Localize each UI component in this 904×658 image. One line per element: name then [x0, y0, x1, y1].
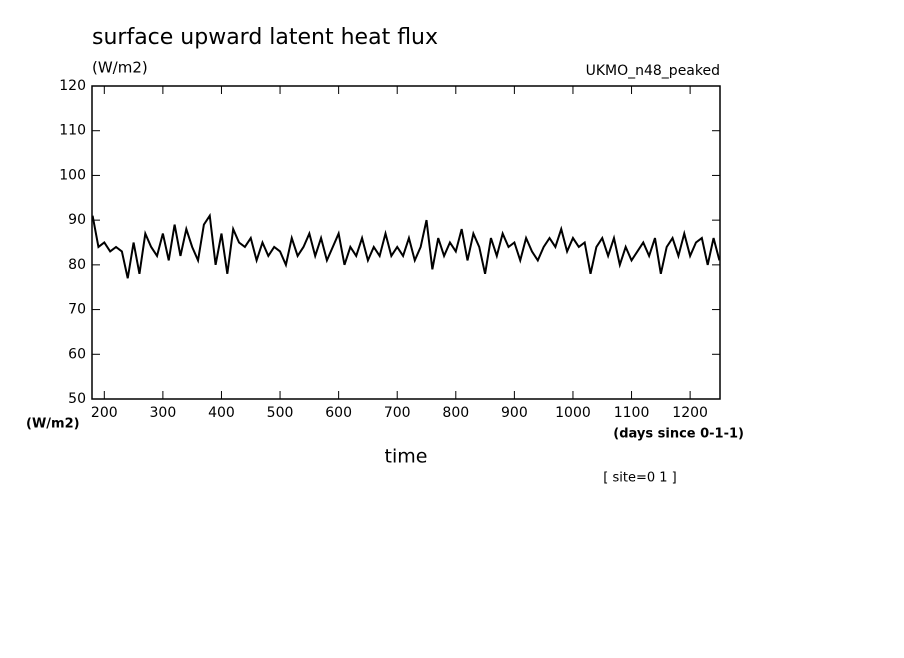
x-tick-label: 700 — [384, 405, 411, 421]
x-tick-label: 600 — [325, 405, 352, 421]
chart-title: surface upward latent heat flux — [92, 25, 438, 50]
y-tick-label: 120 — [59, 78, 86, 94]
x-axis-label: time — [385, 446, 428, 468]
y-tick-label: 70 — [68, 302, 86, 318]
site-label: [ site=0 1 ] — [603, 471, 676, 486]
units-label: (W/m2) — [92, 59, 148, 77]
y-tick-label: 80 — [68, 257, 86, 273]
y-tick-label: 100 — [59, 167, 86, 183]
x-tick-label: 1100 — [614, 405, 650, 421]
x-tick-label: 800 — [442, 405, 469, 421]
x-tick-label: 300 — [150, 405, 177, 421]
y-tick-label: 50 — [68, 391, 86, 407]
data-line — [91, 212, 721, 279]
y-axis-label: (W/m2) — [26, 417, 80, 432]
x-tick-label: 200 — [91, 405, 118, 421]
x-tick-label: 1200 — [672, 405, 708, 421]
y-tick-label: 110 — [59, 123, 86, 139]
x-tick-label: 500 — [267, 405, 294, 421]
y-tick-label: 90 — [68, 212, 86, 228]
x-tick-label: 900 — [501, 405, 528, 421]
x-axis-units: (days since 0-1-1) — [613, 427, 744, 442]
x-tick-label: 1000 — [555, 405, 591, 421]
plot-frame — [91, 85, 721, 400]
x-tick-label: 400 — [208, 405, 235, 421]
y-tick-label: 60 — [68, 346, 86, 362]
dataset-label: UKMO_n48_peaked — [586, 63, 720, 79]
